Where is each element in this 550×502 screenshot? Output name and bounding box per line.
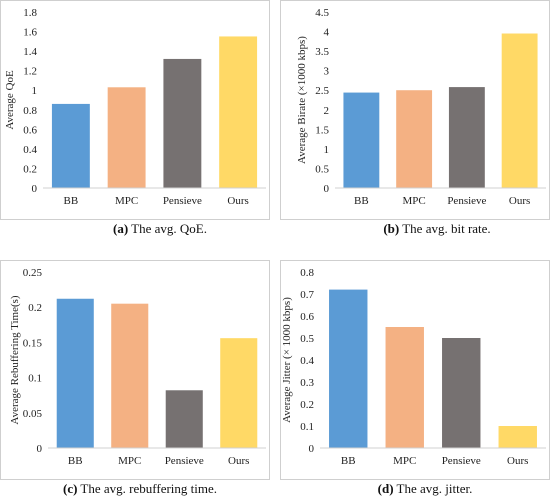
y-tick-label: 2 bbox=[324, 105, 330, 117]
x-tick-label: BB bbox=[354, 195, 369, 207]
caption-text: The avg. jitter. bbox=[393, 481, 473, 496]
bar-pensieve bbox=[165, 390, 203, 448]
y-tick-label: 0.4 bbox=[23, 144, 37, 156]
y-tick-label: 1 bbox=[32, 85, 38, 97]
y-tick-label: 3.5 bbox=[315, 46, 329, 58]
caption-tag: (d) bbox=[377, 481, 394, 496]
y-tick-label: 0 bbox=[32, 183, 38, 195]
caption-text: The avg. QoE. bbox=[128, 221, 207, 236]
y-tick-label: 0.7 bbox=[300, 289, 314, 301]
caption-tag: (b) bbox=[383, 221, 400, 236]
y-tick-label: 0.5 bbox=[300, 333, 314, 345]
y-tick-label: 3 bbox=[324, 66, 330, 78]
y-tick-label: 0.5 bbox=[315, 163, 329, 175]
bar-mpc bbox=[396, 90, 433, 188]
bar-ours bbox=[501, 33, 538, 189]
y-tick-label: 0.1 bbox=[28, 373, 42, 385]
y-tick-label: 0.6 bbox=[300, 311, 314, 323]
bar-mpc bbox=[107, 87, 146, 188]
y-tick-label: 0.8 bbox=[23, 105, 37, 117]
y-tick-label: 4 bbox=[324, 27, 330, 39]
y-tick-label: 0.25 bbox=[23, 267, 43, 279]
y-tick-label: 0.2 bbox=[28, 302, 42, 314]
y-tick-label: 0 bbox=[324, 183, 330, 195]
y-tick-label: 0 bbox=[37, 443, 43, 455]
y-tick-label: 1.6 bbox=[23, 27, 37, 39]
chart-bitrate-svg: 0 0.5 1 1.5 2 2.5 3 3.5 4 4.5 Average Birate (×100… bbox=[280, 0, 550, 220]
y-axis-label: Average Jitter (× 1000 kbps) bbox=[281, 297, 293, 423]
y-tick-label: 1.4 bbox=[23, 46, 37, 58]
bar-bb bbox=[343, 92, 380, 188]
y-tick-label: 0 bbox=[309, 443, 315, 455]
x-tick-label: Pensieve bbox=[447, 195, 486, 207]
x-tick-label: Pensieve bbox=[163, 195, 202, 207]
y-axis-label: Average QoE bbox=[4, 70, 16, 130]
bar-ours bbox=[220, 338, 258, 448]
chart-frame bbox=[0, 0, 270, 220]
y-tick-label: 1 bbox=[324, 144, 330, 156]
x-tick-label: BB bbox=[64, 195, 79, 207]
x-tick-label: BB bbox=[68, 455, 83, 467]
y-tick-label: 0.3 bbox=[300, 377, 314, 389]
x-tick-label: Ours bbox=[507, 455, 528, 467]
bar-mpc bbox=[111, 303, 149, 448]
bar-bb bbox=[329, 289, 368, 448]
chart-panel-qoe: 0 0.2 0.4 0.6 0.8 1 1.2 1.4 1.6 1.8 Average QoE BB M… bbox=[0, 0, 270, 220]
bar-mpc bbox=[385, 327, 424, 448]
y-tick-label: 0.2 bbox=[23, 163, 37, 175]
y-tick-label: 0.4 bbox=[300, 355, 314, 367]
y-tick-label: 1.8 bbox=[23, 7, 37, 19]
bar-bb bbox=[51, 103, 90, 188]
caption-tag: (a) bbox=[113, 221, 129, 236]
bar-pensieve bbox=[448, 87, 485, 188]
bar-bb bbox=[56, 298, 94, 448]
x-tick-label: Pensieve bbox=[165, 455, 204, 467]
y-axis-label: Average Rebuffering Time(s) bbox=[9, 295, 21, 424]
y-tick-label: 0.2 bbox=[300, 399, 314, 411]
y-tick-label: 0.6 bbox=[23, 124, 37, 136]
x-tick-label: Ours bbox=[227, 195, 248, 207]
y-tick-label: 0.8 bbox=[300, 267, 314, 279]
chart-panel-bitrate: 0 0.5 1 1.5 2 2.5 3 3.5 4 4.5 Average Birate (×100… bbox=[280, 0, 550, 220]
x-tick-label: Ours bbox=[509, 195, 530, 207]
caption-bitrate: (b) The avg. bit rate. bbox=[322, 221, 550, 237]
bar-ours bbox=[498, 426, 537, 448]
y-tick-label: 1.5 bbox=[315, 124, 329, 136]
chart-panel-rebuffering: 0 0.05 0.1 0.15 0.2 0.25 Average Rebuffering T… bbox=[0, 260, 270, 480]
y-tick-label: 4.5 bbox=[315, 7, 329, 19]
caption-text: The avg. rebuffering time. bbox=[77, 481, 218, 496]
chart-jitter-svg: 0 0.1 0.2 0.3 0.4 0.5 0.6 0.7 0.8 Average Jitter … bbox=[280, 260, 550, 480]
chart-rebuffering-svg: 0 0.05 0.1 0.15 0.2 0.25 Average Rebuffering T… bbox=[0, 260, 270, 480]
y-tick-label: 0.1 bbox=[300, 421, 314, 433]
x-tick-label: Pensieve bbox=[442, 455, 481, 467]
caption-jitter: (d) The avg. jitter. bbox=[310, 481, 540, 497]
caption-text: The avg. bit rate. bbox=[399, 221, 491, 236]
y-tick-label: 1.2 bbox=[23, 66, 37, 78]
x-tick-label: MPC bbox=[115, 195, 138, 207]
caption-rebuffering: (c) The avg. rebuffering time. bbox=[20, 481, 260, 497]
x-tick-label: MPC bbox=[118, 455, 141, 467]
bar-pensieve bbox=[163, 58, 202, 188]
caption-tag: (c) bbox=[62, 481, 78, 496]
chart-panel-jitter: 0 0.1 0.2 0.3 0.4 0.5 0.6 0.7 0.8 Average Jitter … bbox=[280, 260, 550, 480]
x-tick-label: MPC bbox=[403, 195, 426, 207]
bar-pensieve bbox=[442, 338, 481, 448]
x-tick-label: Ours bbox=[228, 455, 249, 467]
bar-ours bbox=[219, 36, 258, 188]
x-tick-label: BB bbox=[341, 455, 356, 467]
y-axis-label: Average Birate (×1000 kbps) bbox=[296, 36, 308, 164]
caption-qoe: (a) The avg. QoE. bbox=[45, 221, 275, 237]
x-tick-label: MPC bbox=[393, 455, 416, 467]
chart-qoe-svg: 0 0.2 0.4 0.6 0.8 1 1.2 1.4 1.6 1.8 Average QoE BB M… bbox=[0, 0, 270, 220]
chart-frame bbox=[0, 260, 270, 480]
y-tick-label: 0.05 bbox=[23, 408, 43, 420]
y-tick-label: 2.5 bbox=[315, 85, 329, 97]
y-tick-label: 0.15 bbox=[23, 337, 43, 349]
